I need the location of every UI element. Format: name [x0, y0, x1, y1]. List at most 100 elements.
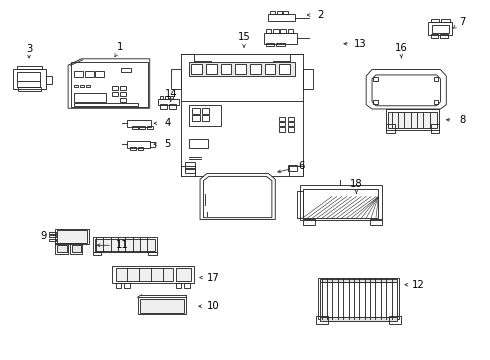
Bar	[192, 108, 199, 114]
Bar	[158, 99, 178, 105]
Bar	[181, 54, 303, 176]
Bar	[320, 279, 397, 282]
Bar	[127, 120, 151, 127]
Bar	[441, 19, 450, 22]
Text: 12: 12	[412, 280, 425, 290]
Text: 8: 8	[459, 115, 466, 125]
Bar	[191, 64, 202, 74]
Bar	[264, 33, 297, 44]
Text: 10: 10	[207, 301, 220, 311]
Bar	[127, 140, 150, 148]
Bar	[373, 77, 378, 81]
Text: 1: 1	[117, 42, 123, 52]
Bar	[235, 64, 246, 74]
Bar	[112, 92, 118, 96]
Text: 14: 14	[165, 89, 177, 99]
Text: 15: 15	[238, 32, 250, 41]
Bar	[184, 283, 190, 288]
Bar	[428, 22, 452, 35]
Bar	[55, 229, 89, 244]
Bar	[171, 69, 181, 89]
Bar	[95, 239, 155, 251]
Bar	[121, 68, 131, 72]
Bar	[431, 34, 438, 39]
Bar	[202, 108, 209, 114]
Bar	[303, 69, 314, 89]
Bar	[160, 104, 167, 109]
Bar	[192, 116, 199, 121]
Bar	[46, 76, 52, 84]
Bar	[74, 85, 78, 87]
Bar	[17, 66, 42, 69]
Bar	[57, 245, 67, 252]
Bar	[316, 316, 328, 324]
Bar	[431, 125, 440, 134]
Bar	[388, 112, 437, 128]
Bar	[124, 283, 130, 288]
Bar	[432, 25, 449, 33]
Bar	[288, 122, 294, 126]
Bar	[320, 317, 397, 320]
Bar	[389, 316, 401, 324]
Polygon shape	[68, 59, 150, 108]
Bar	[175, 283, 181, 288]
Bar	[266, 30, 271, 33]
Bar	[189, 139, 208, 148]
Bar	[320, 282, 397, 318]
Bar	[288, 30, 294, 33]
Bar	[276, 43, 285, 46]
Bar	[49, 239, 56, 241]
Bar	[160, 96, 163, 99]
Bar	[138, 297, 186, 315]
Bar	[431, 19, 440, 22]
Polygon shape	[366, 69, 446, 109]
Bar	[373, 100, 378, 104]
Bar	[13, 69, 46, 89]
Bar	[93, 252, 101, 255]
Bar	[112, 86, 118, 90]
Bar	[71, 62, 148, 107]
Bar	[270, 11, 275, 14]
Bar	[206, 64, 217, 74]
Bar	[250, 64, 261, 74]
Bar	[86, 85, 90, 87]
Bar	[170, 96, 172, 99]
Bar	[140, 126, 146, 129]
Bar	[318, 278, 399, 319]
Bar	[85, 71, 94, 77]
Bar	[369, 220, 382, 225]
Bar	[138, 147, 144, 150]
Bar	[297, 191, 303, 218]
Text: 3: 3	[26, 44, 32, 54]
Bar	[93, 237, 157, 252]
Bar	[148, 252, 157, 255]
Bar	[112, 266, 194, 283]
Bar	[265, 64, 275, 74]
Bar	[49, 235, 56, 237]
Bar	[130, 147, 136, 150]
Bar	[434, 100, 439, 104]
Bar	[80, 85, 84, 87]
Bar	[74, 103, 138, 106]
Bar	[300, 185, 382, 220]
Bar	[288, 165, 297, 171]
Bar	[279, 117, 285, 121]
Bar	[165, 96, 168, 99]
Bar	[116, 268, 173, 281]
Text: 18: 18	[350, 179, 363, 189]
Bar	[49, 231, 56, 234]
Bar	[57, 230, 87, 243]
Bar	[150, 142, 155, 147]
Bar	[277, 11, 282, 14]
Bar	[288, 117, 294, 121]
Bar	[116, 283, 122, 288]
Text: 7: 7	[459, 17, 466, 27]
Text: 11: 11	[116, 240, 128, 250]
Text: 6: 6	[298, 161, 304, 171]
Bar	[120, 92, 126, 96]
Text: 9: 9	[41, 231, 47, 240]
Bar	[279, 64, 290, 74]
Bar	[74, 71, 83, 77]
Polygon shape	[200, 174, 275, 220]
Bar	[386, 109, 440, 130]
